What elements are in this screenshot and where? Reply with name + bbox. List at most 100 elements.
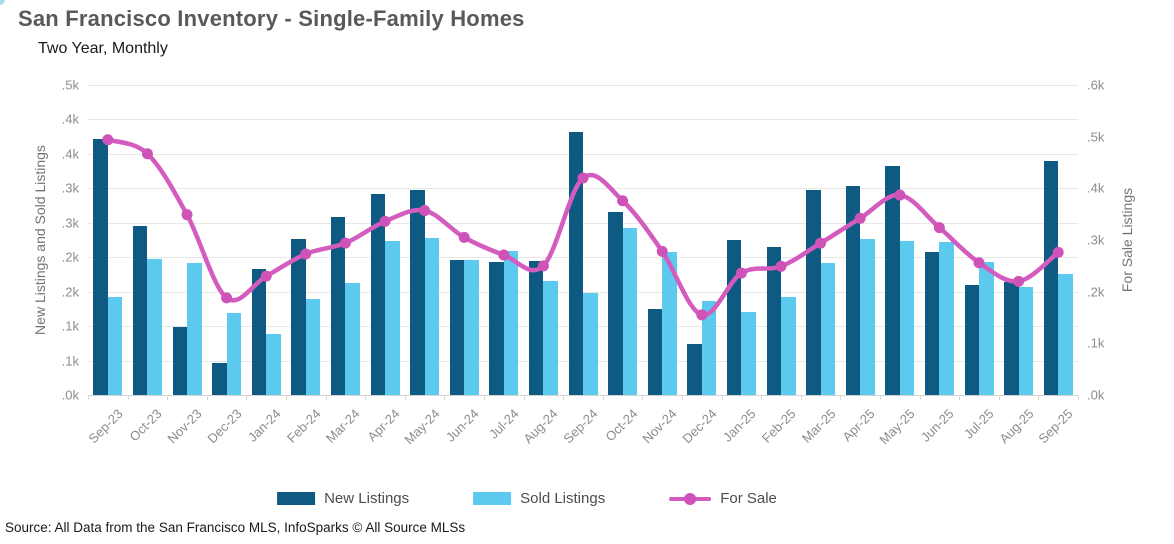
bar-sold-listings[interactable] bbox=[464, 259, 479, 395]
bar-new-listings[interactable] bbox=[608, 211, 623, 395]
x-axis-label: Apr-25 bbox=[839, 406, 878, 445]
y-axis-right-tick-label: .3k bbox=[1087, 232, 1105, 248]
bar-sold-listings[interactable] bbox=[1058, 273, 1073, 395]
bar-new-listings[interactable] bbox=[766, 246, 781, 395]
bar-new-listings[interactable] bbox=[251, 268, 267, 395]
bar-sold-listings[interactable] bbox=[860, 238, 875, 395]
bar-sold-listings[interactable] bbox=[187, 262, 202, 395]
bar-new-listings[interactable] bbox=[647, 308, 663, 395]
bar-new-listings[interactable] bbox=[924, 252, 940, 395]
x-axis-tick bbox=[127, 395, 129, 400]
bar-sold-listings[interactable] bbox=[662, 252, 677, 395]
for-sale-point[interactable] bbox=[973, 257, 985, 269]
for-sale-point[interactable] bbox=[181, 209, 193, 221]
for-sale-point[interactable] bbox=[419, 205, 431, 217]
bar-new-listings[interactable] bbox=[1043, 160, 1059, 395]
for-sale-point[interactable] bbox=[933, 222, 945, 234]
for-sale-point[interactable] bbox=[379, 215, 391, 227]
x-axis-tick bbox=[325, 395, 327, 400]
bar-new-listings[interactable] bbox=[1004, 282, 1019, 395]
bar-new-listings[interactable] bbox=[489, 262, 504, 395]
x-axis-label: Sep-25 bbox=[1035, 406, 1076, 447]
legend-item-sold-listings[interactable]: Sold Listings bbox=[473, 490, 605, 507]
corner-artifact bbox=[0, 0, 5, 5]
bar-new-listings[interactable] bbox=[528, 260, 544, 395]
legend-item-new-listings[interactable]: New Listings bbox=[277, 490, 409, 507]
for-sale-point[interactable] bbox=[1013, 275, 1025, 287]
bar-new-listings[interactable] bbox=[212, 363, 227, 395]
bar-sold-listings[interactable] bbox=[147, 258, 162, 395]
bar-new-listings[interactable] bbox=[132, 226, 148, 395]
gridline bbox=[88, 222, 1078, 224]
for-sale-point[interactable] bbox=[854, 212, 866, 224]
bar-sold-listings[interactable] bbox=[979, 262, 994, 395]
bar-new-listings[interactable] bbox=[172, 326, 187, 395]
bar-new-listings[interactable] bbox=[687, 344, 702, 395]
for-sale-point[interactable] bbox=[1052, 246, 1064, 258]
bar-sold-listings[interactable] bbox=[345, 282, 360, 395]
bar-sold-listings[interactable] bbox=[820, 262, 836, 395]
bar-sold-listings[interactable] bbox=[899, 241, 915, 395]
bar-sold-listings[interactable] bbox=[939, 242, 954, 395]
for-sale-point[interactable] bbox=[141, 148, 153, 160]
bar-sold-listings[interactable] bbox=[1018, 286, 1034, 395]
x-axis-label: Nov-23 bbox=[164, 406, 205, 447]
y-axis-left-tick-label: .1k bbox=[61, 318, 79, 334]
for-sale-point[interactable] bbox=[577, 172, 589, 184]
x-axis-label: Aug-24 bbox=[520, 406, 561, 447]
x-axis-tick bbox=[563, 395, 565, 400]
bar-new-listings[interactable] bbox=[330, 216, 346, 395]
x-axis-tick bbox=[167, 395, 169, 400]
for-sale-point[interactable] bbox=[300, 248, 312, 260]
bar-sold-listings[interactable] bbox=[107, 296, 123, 395]
bar-sold-listings[interactable] bbox=[583, 293, 598, 395]
for-sale-point[interactable] bbox=[102, 134, 114, 146]
for-sale-point[interactable] bbox=[775, 260, 787, 272]
bar-new-listings[interactable] bbox=[885, 165, 900, 395]
for-sale-point[interactable] bbox=[735, 267, 747, 279]
for-sale-point[interactable] bbox=[339, 237, 351, 249]
bar-new-listings[interactable] bbox=[410, 189, 425, 395]
bar-sold-listings[interactable] bbox=[503, 251, 519, 395]
bar-new-listings[interactable] bbox=[93, 138, 108, 395]
bar-sold-listings[interactable] bbox=[741, 312, 756, 395]
bar-new-listings[interactable] bbox=[845, 186, 861, 395]
bar-sold-listings[interactable] bbox=[226, 313, 242, 395]
x-axis-tick bbox=[880, 395, 881, 400]
for-sale-point[interactable] bbox=[815, 237, 827, 249]
bar-sold-listings[interactable] bbox=[266, 334, 281, 395]
bar-new-listings[interactable] bbox=[370, 193, 385, 395]
x-axis-tick bbox=[206, 395, 208, 400]
x-axis-label: Oct-24 bbox=[602, 406, 641, 445]
bar-sold-listings[interactable] bbox=[701, 300, 717, 395]
bar-sold-listings[interactable] bbox=[543, 280, 558, 395]
for-sale-point[interactable] bbox=[696, 309, 708, 321]
chart-title: San Francisco Inventory - Single-Family … bbox=[18, 6, 525, 31]
bar-sold-listings[interactable] bbox=[385, 240, 400, 395]
for-sale-point[interactable] bbox=[498, 249, 510, 261]
for-sale-point[interactable] bbox=[260, 270, 272, 282]
bar-new-listings[interactable] bbox=[291, 239, 306, 395]
x-axis-tick bbox=[840, 395, 842, 400]
for-sale-point[interactable] bbox=[656, 245, 668, 257]
bar-new-listings[interactable] bbox=[964, 285, 979, 395]
x-axis-tick bbox=[919, 395, 921, 400]
bar-sold-listings[interactable] bbox=[781, 297, 796, 395]
bar-new-listings[interactable] bbox=[449, 259, 465, 395]
y-axis-left-tick-label: .2k bbox=[61, 284, 79, 300]
legend-item-for-sale[interactable]: For Sale bbox=[669, 490, 777, 507]
y-axis-left-tick-label: .4k bbox=[61, 111, 79, 127]
for-sale-point[interactable] bbox=[894, 189, 906, 201]
x-axis-label: Feb-24 bbox=[283, 406, 324, 446]
for-sale-point[interactable] bbox=[458, 231, 470, 243]
for-sale-point[interactable] bbox=[221, 292, 233, 304]
gridline bbox=[88, 257, 1078, 259]
x-axis-label: Dec-23 bbox=[203, 406, 245, 447]
for-sale-point[interactable] bbox=[537, 260, 549, 272]
bar-sold-listings[interactable] bbox=[424, 237, 440, 395]
x-axis-tick bbox=[959, 395, 961, 400]
for-sale-point[interactable] bbox=[617, 195, 629, 207]
bar-sold-listings[interactable] bbox=[622, 227, 638, 395]
bar-sold-listings[interactable] bbox=[305, 299, 321, 395]
x-axis-tick bbox=[246, 395, 248, 400]
